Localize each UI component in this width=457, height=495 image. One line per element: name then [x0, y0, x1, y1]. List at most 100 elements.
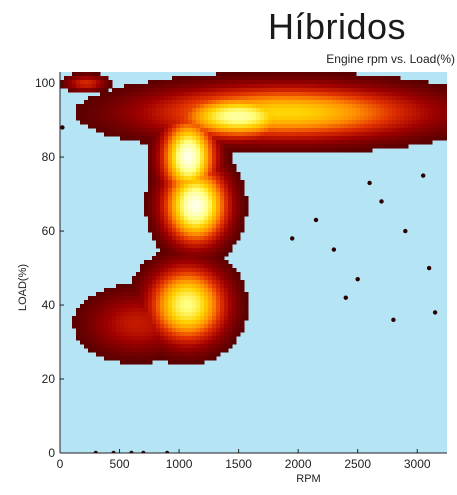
heat-cell	[184, 200, 189, 205]
heat-cell	[172, 292, 177, 297]
heat-cell	[440, 128, 445, 133]
heat-cell	[188, 360, 193, 365]
heat-cell	[104, 320, 109, 325]
heat-cell	[248, 136, 253, 141]
heat-cell	[192, 208, 197, 213]
heat-cell	[428, 136, 433, 141]
heat-cell	[180, 252, 185, 257]
heat-cell	[356, 140, 361, 145]
heat-cell	[88, 112, 93, 117]
heat-cell	[324, 100, 329, 105]
heat-cell	[104, 344, 109, 349]
heat-cell	[368, 80, 373, 85]
heat-cell	[96, 312, 101, 317]
heat-cell	[148, 112, 153, 117]
heat-cell	[208, 160, 213, 165]
heat-cell	[180, 180, 185, 185]
heat-cell	[248, 84, 253, 89]
heat-cell	[356, 88, 361, 93]
heat-cell	[296, 100, 301, 105]
heat-cell	[164, 288, 169, 293]
heat-cell	[104, 328, 109, 333]
heat-cell	[180, 276, 185, 281]
heat-cell	[80, 88, 85, 93]
heat-cell	[164, 256, 169, 261]
heat-cell	[216, 128, 221, 133]
heat-cell	[108, 300, 113, 305]
scatter-point	[379, 199, 384, 204]
heat-cell	[224, 316, 229, 321]
heat-cell	[168, 300, 173, 305]
heat-cell	[76, 72, 81, 77]
heat-cell	[184, 136, 189, 141]
heat-cell	[216, 336, 221, 341]
heat-cell	[304, 96, 309, 101]
heat-cell	[88, 304, 93, 309]
heat-cell	[212, 312, 217, 317]
heat-cell	[412, 104, 417, 109]
heat-cell	[188, 292, 193, 297]
heat-cell	[432, 104, 437, 109]
heat-cell	[176, 208, 181, 213]
heat-cell	[196, 212, 201, 217]
heat-cell	[240, 192, 245, 197]
heat-cell	[160, 256, 165, 261]
heat-cell	[304, 76, 309, 81]
heat-cell	[172, 88, 177, 93]
heat-cell	[372, 132, 377, 137]
heat-cell	[204, 192, 209, 197]
heat-cell	[280, 148, 285, 153]
heat-cell	[204, 256, 209, 261]
heat-cell	[116, 356, 121, 361]
heat-cell	[172, 324, 177, 329]
heat-cell	[188, 80, 193, 85]
heat-cell	[176, 248, 181, 253]
heat-cell	[88, 308, 93, 313]
heat-cell	[180, 272, 185, 277]
heat-cell	[92, 72, 97, 77]
heat-cell	[220, 200, 225, 205]
heat-cell	[444, 132, 447, 137]
heat-cell	[368, 108, 373, 113]
heat-cell	[156, 176, 161, 181]
heat-cell	[284, 96, 289, 101]
heat-cell	[276, 100, 281, 105]
heat-cell	[172, 328, 177, 333]
heat-cell	[92, 104, 97, 109]
heat-cell	[84, 84, 89, 89]
heat-cell	[148, 220, 153, 225]
heat-cell	[216, 272, 221, 277]
heat-cell	[152, 208, 157, 213]
heat-cell	[164, 116, 169, 121]
heat-cell	[104, 312, 109, 317]
heat-cell	[360, 100, 365, 105]
heat-cell	[244, 196, 249, 201]
heat-cell	[176, 84, 181, 89]
heat-cell	[380, 132, 385, 137]
heat-cell	[220, 88, 225, 93]
heat-cell	[112, 344, 117, 349]
heat-cell	[228, 152, 233, 157]
heat-cell	[364, 84, 369, 89]
heat-cell	[360, 136, 365, 141]
heat-cell	[160, 196, 165, 201]
heat-cell	[236, 276, 241, 281]
heat-cell	[204, 100, 209, 105]
heat-cell	[340, 84, 345, 89]
heat-cell	[196, 292, 201, 297]
heat-cell	[208, 176, 213, 181]
heat-cell	[180, 356, 185, 361]
heat-cell	[100, 124, 105, 129]
heat-cell	[308, 112, 313, 117]
heat-cell	[328, 132, 333, 137]
heat-cell	[164, 152, 169, 157]
heat-cell	[212, 320, 217, 325]
heat-cell	[228, 316, 233, 321]
heat-cell	[280, 144, 285, 149]
heat-cell	[428, 128, 433, 133]
heat-cell	[104, 340, 109, 345]
heat-cell	[96, 120, 101, 125]
heat-cell	[168, 120, 173, 125]
heat-cell	[216, 92, 221, 97]
heat-cell	[160, 140, 165, 145]
